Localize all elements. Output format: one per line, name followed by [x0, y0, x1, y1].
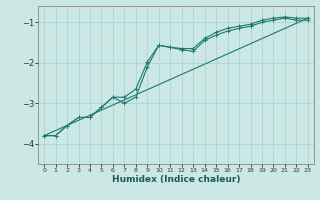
X-axis label: Humidex (Indice chaleur): Humidex (Indice chaleur) [112, 175, 240, 184]
